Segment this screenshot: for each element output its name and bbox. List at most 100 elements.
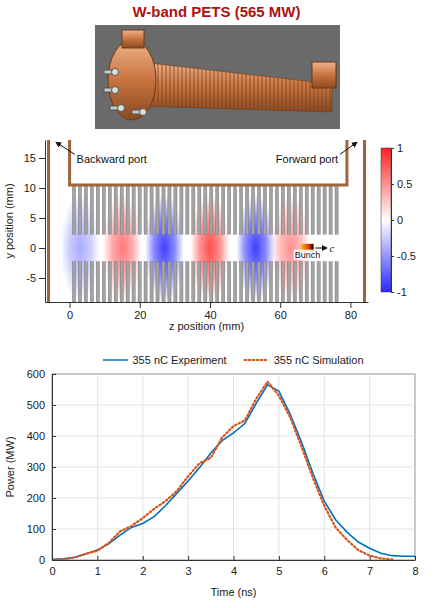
photo-rib: [246, 74, 247, 109]
photo-rib: [230, 72, 231, 109]
vane: [335, 185, 338, 234]
photo-rib: [234, 73, 235, 109]
legend-label: 355 nC Simulation: [274, 354, 364, 366]
plot-area: [52, 382, 415, 560]
tick: 500: [27, 399, 56, 411]
vane: [144, 262, 147, 302]
tick-label: -5: [26, 272, 36, 284]
tick-label: 400: [27, 430, 45, 442]
photo-background: [95, 25, 340, 129]
bunch-arrow: [315, 248, 326, 249]
tick: 0.5: [391, 178, 412, 190]
photo-body: [140, 62, 332, 112]
annotations: Backward portForward portcBunch: [56, 142, 357, 259]
grid-line: [188, 374, 189, 560]
vane: [162, 185, 165, 234]
tick: -0.5: [391, 250, 416, 262]
tick: 0: [391, 214, 403, 226]
tick-label: 0: [67, 309, 73, 321]
vane: [299, 262, 302, 302]
vane: [257, 262, 260, 302]
tick-label: 600: [27, 368, 45, 380]
y-axis: 0100200300400500600: [27, 368, 56, 566]
field-map: 020406080-5051015z position (mm)y positi…: [3, 134, 416, 332]
wall: [70, 140, 347, 185]
tick-mark: [52, 498, 56, 499]
tick-label: 100: [27, 523, 45, 535]
vane: [198, 262, 201, 302]
tick-label: 1: [95, 565, 101, 577]
tick-mark: [210, 302, 211, 308]
tick: 400: [27, 430, 56, 442]
vane: [245, 262, 248, 302]
vane: [72, 185, 75, 234]
vane: [180, 185, 183, 234]
tick-label: 0: [39, 554, 45, 566]
photo-rib: [306, 81, 307, 111]
x-axis-line: [53, 560, 416, 561]
vane: [174, 185, 177, 234]
tick-mark: [391, 256, 394, 257]
series-line: [52, 385, 415, 560]
vane: [293, 185, 296, 234]
title: W-band PETS (565 MW): [132, 3, 300, 20]
grid-line: [142, 374, 143, 560]
photo-rib: [222, 71, 223, 108]
tick: 3: [186, 556, 192, 577]
vane: [114, 262, 117, 302]
tick-mark: [280, 302, 281, 308]
vane: [281, 185, 284, 234]
tick: 0: [30, 242, 45, 254]
photo-nut: [112, 69, 119, 76]
photo-flange: [108, 40, 156, 120]
vane: [162, 262, 165, 302]
tick-label: 20: [134, 309, 146, 321]
tick-mark: [234, 556, 235, 560]
tick: 0: [67, 302, 73, 321]
tick: -5: [26, 272, 45, 284]
vane: [120, 262, 123, 302]
tick-mark: [39, 158, 45, 159]
tick-mark: [415, 556, 416, 560]
vane: [96, 185, 99, 234]
page: W-band PETS (565 MW)020406080-5051015z p…: [0, 0, 433, 608]
tick: 10: [24, 182, 45, 194]
photo-rib: [254, 75, 255, 110]
vane: [192, 262, 195, 302]
tick-label: -0.5: [397, 250, 416, 262]
photo-rib: [174, 66, 175, 107]
photo-nut: [118, 105, 125, 112]
vane: [138, 262, 141, 302]
tick-label: 80: [345, 309, 357, 321]
x-axis: 020406080: [46, 302, 369, 321]
vane: [305, 262, 308, 302]
tick-mark: [391, 220, 394, 221]
tick-mark: [70, 302, 71, 308]
vane: [305, 185, 308, 234]
annotation: c: [329, 242, 334, 254]
photo-rib: [186, 67, 187, 107]
vane: [216, 262, 219, 302]
photo-rib: [238, 73, 239, 109]
tick-mark: [350, 302, 351, 308]
vane: [174, 262, 177, 302]
vane: [180, 262, 183, 302]
tick: 8: [412, 556, 418, 577]
tick: -1: [391, 286, 407, 298]
grid-line: [97, 374, 98, 560]
photo-rib: [214, 70, 215, 108]
photo-rib: [310, 81, 311, 111]
tick: 600: [27, 368, 56, 380]
photo-rib: [282, 78, 283, 110]
vane: [240, 262, 243, 302]
annotation: Backward port: [77, 153, 147, 165]
x-axis-title: z position (mm): [169, 320, 244, 332]
legend-item: 355 nC Simulation: [245, 354, 364, 366]
field-plot: [49, 140, 365, 302]
photo-rib: [274, 77, 275, 110]
vane: [120, 185, 123, 234]
tick-mark: [391, 184, 394, 185]
y-axis-line: [45, 141, 46, 303]
vane: [245, 185, 248, 234]
tick: 1: [95, 556, 101, 577]
